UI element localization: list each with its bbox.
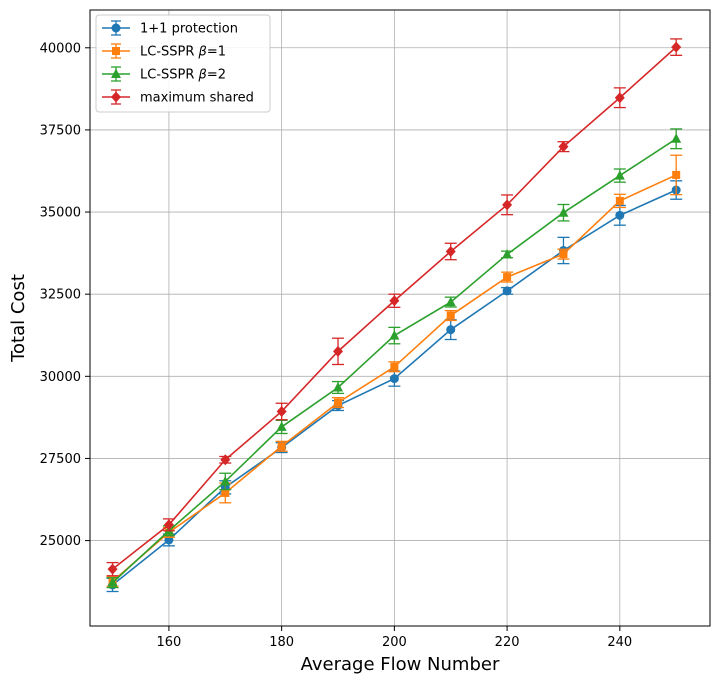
x-tick-label: 180: [269, 635, 294, 650]
data-point: [558, 207, 569, 217]
series-layer: [106, 38, 683, 593]
data-point: [390, 362, 399, 371]
data-point: [107, 563, 118, 575]
y-tick-label: 32500: [40, 288, 81, 303]
legend-item: 1+1 protection: [102, 20, 238, 37]
legend-label-part: =1: [207, 45, 226, 60]
data-point: [614, 92, 625, 104]
data-point: [671, 41, 682, 53]
legend-item: maximum shared: [102, 89, 254, 106]
legend-label: maximum shared: [140, 91, 254, 106]
series-2: [106, 128, 683, 589]
legend-label-part: LC-SSPR: [140, 68, 199, 83]
y-tick-label: 30000: [40, 370, 81, 385]
data-point: [445, 245, 456, 257]
data-point: [445, 296, 456, 307]
data-point: [389, 330, 400, 340]
y-tick-label: 25000: [40, 534, 81, 549]
data-point: [277, 442, 286, 451]
data-point: [389, 374, 399, 384]
data-point: [389, 295, 400, 307]
data-point: [333, 381, 343, 392]
data-point: [671, 133, 682, 143]
data-point: [446, 311, 455, 320]
data-point: [502, 199, 513, 211]
data-point: [615, 210, 625, 220]
legend-item: LC-SSPR β=2: [102, 66, 226, 83]
y-tick-label: 27500: [40, 452, 81, 467]
data-point: [615, 196, 624, 205]
y-tick-label: 40000: [40, 41, 81, 56]
series-3: [106, 38, 683, 577]
data-point: [502, 286, 512, 296]
y-tick-label: 37500: [40, 123, 81, 138]
x-tick-label: 200: [382, 635, 407, 650]
x-tick-label: 240: [607, 635, 632, 650]
legend-marker: [111, 68, 121, 78]
data-point: [220, 454, 231, 466]
data-point: [276, 405, 287, 417]
y-tick-label: 35000: [40, 206, 81, 221]
data-point: [220, 475, 231, 486]
data-point: [558, 141, 569, 153]
data-point: [614, 170, 625, 180]
legend-marker: [112, 47, 120, 55]
legend-item: LC-SSPR β=1: [102, 43, 226, 60]
x-tick-label: 160: [156, 635, 181, 650]
data-point: [672, 170, 681, 179]
data-point: [107, 577, 118, 587]
legend-label-part: β: [198, 45, 207, 60]
legend-label: LC-SSPR β=2: [140, 68, 226, 83]
legend-label: LC-SSPR β=1: [140, 45, 226, 60]
legend-box: [95, 14, 271, 113]
legend-marker: [111, 91, 121, 103]
data-point: [503, 273, 512, 282]
data-point: [333, 345, 343, 357]
legend-marker: [111, 23, 121, 33]
legend-label-part: LC-SSPR: [140, 45, 199, 60]
data-point: [221, 488, 230, 497]
legend-label-part: =2: [207, 68, 226, 83]
data-point: [502, 248, 513, 259]
legend-label-part: maximum shared: [140, 91, 254, 106]
x-axis-label: Average Flow Number: [301, 654, 500, 675]
data-point: [559, 250, 568, 259]
series-1: [106, 154, 683, 587]
data-point: [276, 421, 287, 431]
data-point: [163, 519, 174, 531]
legend-label-part: β: [198, 68, 207, 83]
legend-label-part: 1+1 protection: [140, 22, 238, 37]
plot-area-frame: [89, 9, 711, 627]
axis-ticks: 160 180 200 220 240 25000 27500 30000 32500 35000…: [40, 41, 633, 650]
x-tick-label: 220: [495, 635, 520, 650]
data-point: [334, 398, 342, 407]
legend-label: 1+1 protection: [140, 22, 238, 37]
y-axis-label: Total Cost: [8, 274, 29, 363]
data-point: [446, 325, 456, 335]
